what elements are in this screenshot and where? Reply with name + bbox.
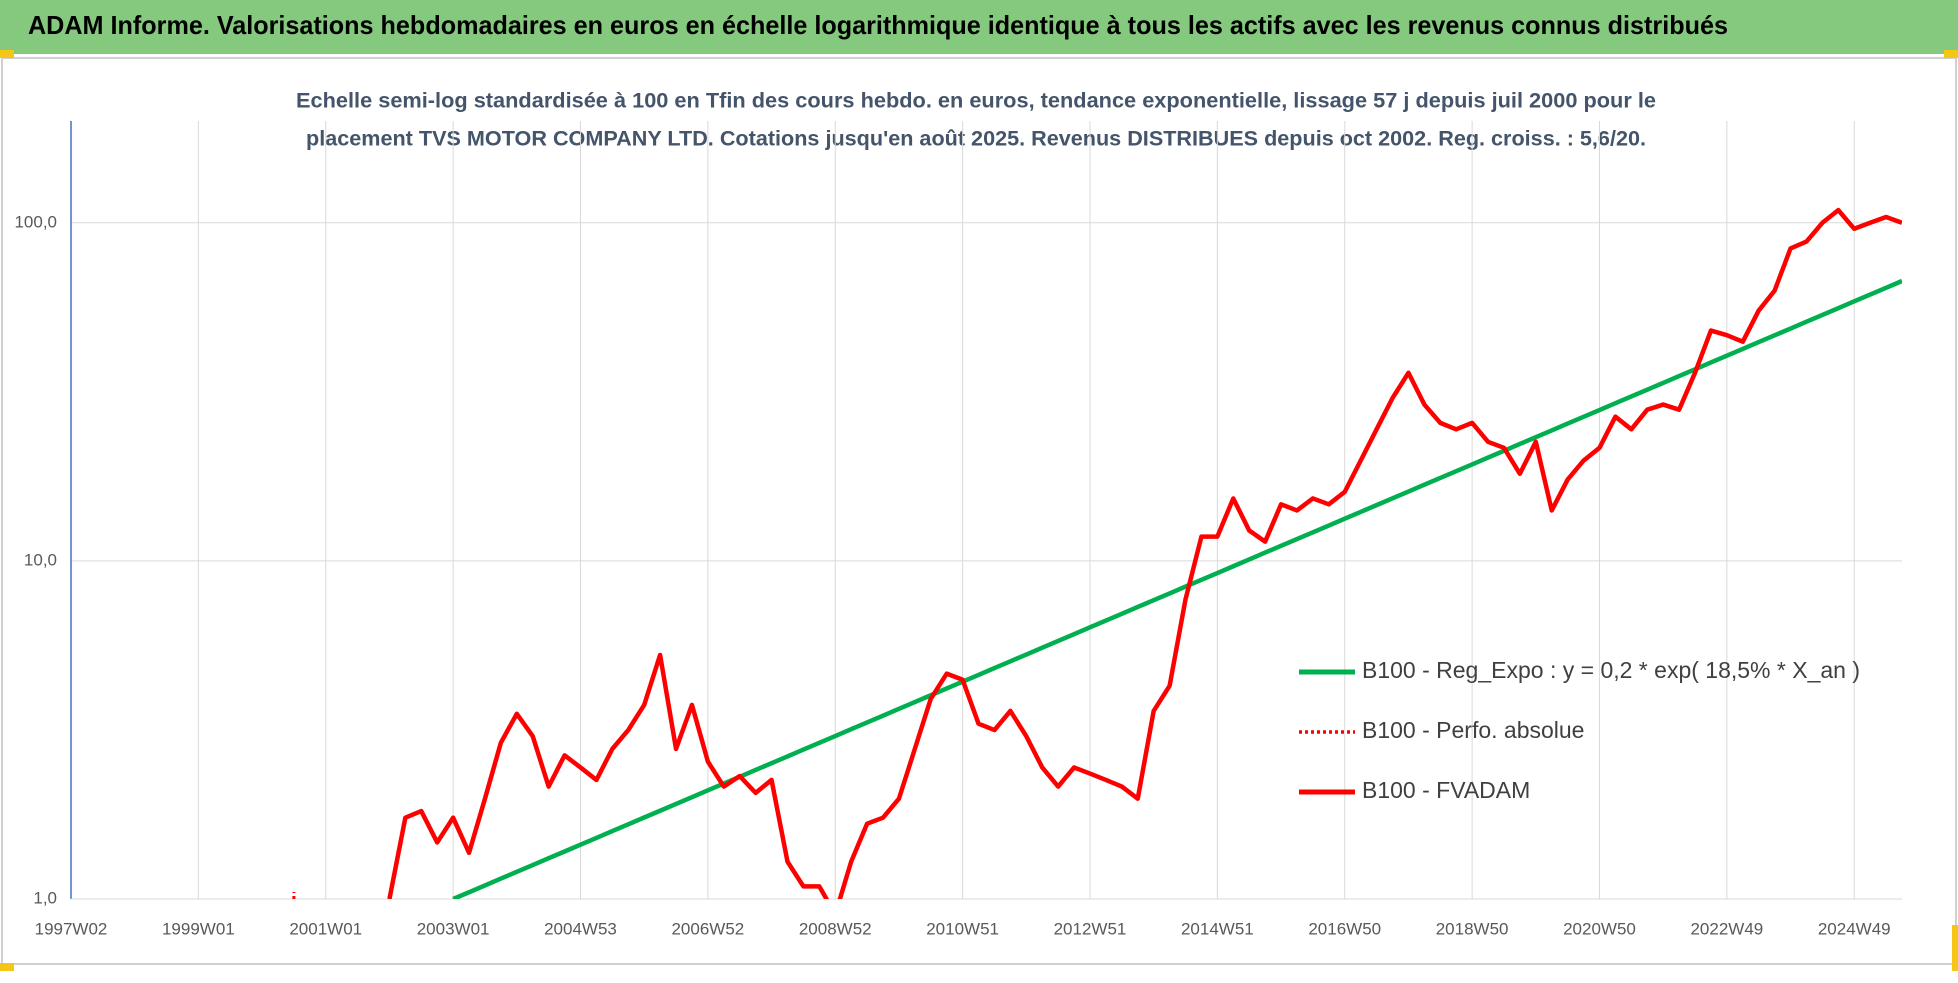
chart-frame bbox=[1, 57, 1957, 965]
y-tick-label: 10,0 bbox=[24, 550, 57, 569]
legend-label: B100 - FVADAM bbox=[1362, 777, 1530, 803]
legend-label: B100 - Reg_Expo : y = 0,2 * exp( 18,5% *… bbox=[1362, 657, 1860, 683]
chart-subtitle: placement TVS MOTOR COMPANY LTD. Cotatio… bbox=[306, 128, 1646, 151]
x-tick-label: 1997W02 bbox=[35, 919, 108, 938]
x-tick-label: 2016W50 bbox=[1308, 919, 1381, 938]
y-tick-label: 1,0 bbox=[33, 888, 57, 907]
chart-subtitle: Echelle semi-log standardisée à 100 en T… bbox=[296, 90, 1656, 113]
x-tick-label: 2001W01 bbox=[289, 919, 362, 938]
x-tick-label: 2003W01 bbox=[417, 919, 490, 938]
corner-mark bbox=[0, 50, 14, 58]
plot-area bbox=[292, 207, 1902, 899]
x-tick-label: 2010W51 bbox=[926, 919, 999, 938]
corner-mark bbox=[1944, 50, 1958, 58]
chart-title: ADAM Informe. Valorisations hebdomadaire… bbox=[28, 10, 1728, 40]
corner-mark bbox=[0, 963, 14, 971]
x-tick-label: 2020W50 bbox=[1563, 919, 1636, 938]
x-tick-label: 2024W49 bbox=[1818, 919, 1891, 938]
x-tick-label: 2006W52 bbox=[671, 919, 744, 938]
x-tick-label: 2008W52 bbox=[799, 919, 872, 938]
x-tick-label: 2004W53 bbox=[544, 919, 617, 938]
x-tick-label: 2022W49 bbox=[1690, 919, 1763, 938]
x-tick-label: 1999W01 bbox=[162, 919, 235, 938]
x-tick-label: 2012W51 bbox=[1054, 919, 1127, 938]
data-line bbox=[452, 278, 1902, 899]
y-tick-label: 100,0 bbox=[14, 212, 57, 231]
title-banner bbox=[0, 0, 1958, 54]
x-tick-label: 2014W51 bbox=[1181, 919, 1254, 938]
corner-mark bbox=[1952, 925, 1958, 971]
legend-label: B100 - Perfo. absolue bbox=[1362, 717, 1584, 743]
data-line bbox=[387, 207, 1902, 899]
x-tick-label: 2018W50 bbox=[1436, 919, 1509, 938]
